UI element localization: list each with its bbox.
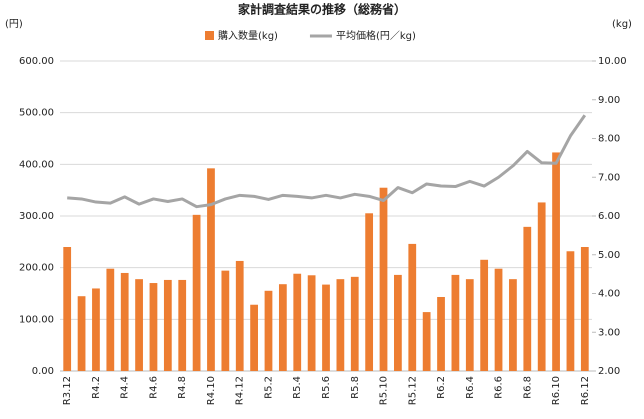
bar [537,202,546,371]
y-tick-label: 500.00 [19,108,54,119]
x-tick-label: R5.6 [321,376,332,399]
y-tick-label: 0.00 [32,366,54,377]
x-tick-label: R6.8 [522,376,533,399]
y-tick-label: 100.00 [19,314,54,325]
y2-tick-label: 2.00 [598,366,620,377]
y2-tick-label: 5.00 [598,250,620,261]
bar [250,304,258,371]
legend-swatch [205,31,214,40]
y-tick-label: 400.00 [19,159,54,170]
bar [135,279,143,371]
x-tick-label: R3.12 [62,376,73,405]
y-tick-label: 600.00 [19,56,54,67]
y2-tick-label: 6.00 [598,211,620,222]
bar [422,312,431,371]
bar [235,260,244,371]
bar [494,268,503,371]
x-tick-label: R6.4 [465,376,476,399]
bar [552,152,560,371]
x-tick-label: R5.10 [379,376,390,405]
bar [307,275,316,371]
legend-label: 購入数量(kg) [218,29,278,42]
y2-tick-label: 8.00 [598,134,620,145]
bar [451,274,460,371]
bar [221,270,230,371]
bar [465,279,474,371]
bar [523,226,532,371]
y2-tick-label: 4.00 [598,289,620,300]
chart-title: 家計調査結果の推移（総務省） [238,2,406,17]
bar [293,273,302,371]
x-tick-label: R6.10 [551,376,562,405]
bar [322,284,330,371]
x-tick-label: R6.6 [494,376,505,399]
bar [264,290,273,371]
bar [350,276,359,371]
x-tick-label: R5.12 [407,376,418,405]
y-tick-label: 200.00 [19,263,54,274]
bar [207,168,215,371]
x-tick-label: R4.4 [120,376,131,399]
bar [566,251,575,371]
x-tick-label: R4.12 [235,376,246,405]
y2-axis-label: (kg) [612,19,632,30]
x-tick-label: R4.2 [91,376,102,399]
bar [163,279,172,371]
bar [580,247,589,371]
x-tick-label: R4.10 [206,376,217,405]
x-tick-label: R6.2 [436,376,447,399]
y2-tick-label: 9.00 [598,95,620,106]
x-tick-label: R5.2 [263,376,274,399]
bar [278,284,287,371]
bar [92,288,100,371]
bar [365,213,374,371]
bar [437,296,445,371]
x-tick-label: R4.6 [148,376,159,399]
y2-tick-label: 7.00 [598,172,620,183]
bar [192,214,201,371]
bar [106,268,115,371]
bar [394,274,402,371]
bar [120,272,129,371]
y2-tick-label: 3.00 [598,327,620,338]
y-axis-label: (円) [5,19,23,30]
bar [480,259,489,371]
y2-tick-label: 10.00 [598,56,627,67]
bar [77,296,86,371]
x-tick-label: R4.8 [177,376,188,399]
legend-label: 平均価格(円／kg) [336,29,416,42]
x-tick-label: R5.8 [350,376,361,399]
bar [336,279,345,371]
bar [178,279,187,371]
x-tick-label: R6.12 [580,376,591,405]
bar [379,187,388,371]
x-tick-label: R5.4 [292,376,303,399]
bar [408,243,417,371]
bar [149,283,158,371]
y-tick-label: 300.00 [19,211,54,222]
bar [509,279,517,371]
bar [63,247,72,371]
line [67,114,587,209]
